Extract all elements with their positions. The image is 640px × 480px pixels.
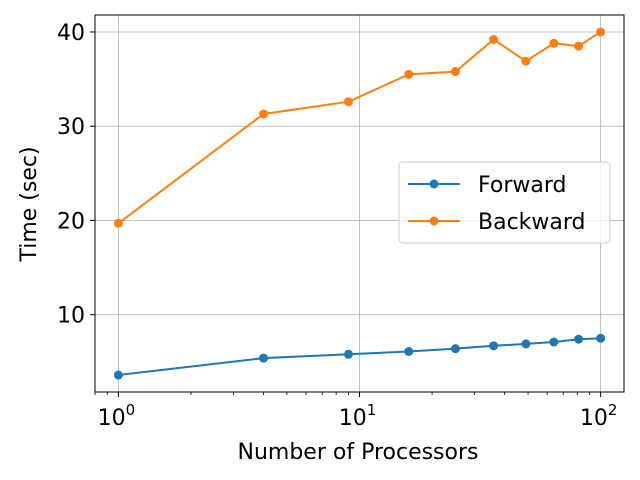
data-point xyxy=(343,349,353,359)
legend-item-forward: Forward xyxy=(408,173,566,198)
series-line xyxy=(118,337,601,376)
x-tick-label: 102 xyxy=(580,401,618,431)
legend-marker xyxy=(429,179,439,189)
legend-box xyxy=(398,161,611,244)
data-point xyxy=(596,333,606,343)
data-point xyxy=(549,38,559,48)
data-point xyxy=(489,35,499,45)
legend-item-backward: Backward xyxy=(408,210,586,235)
legend-marker xyxy=(429,216,439,226)
data-point xyxy=(113,370,123,380)
legend-label: Backward xyxy=(478,210,586,235)
series-forward xyxy=(113,333,606,380)
data-point xyxy=(549,337,559,347)
data-point xyxy=(259,353,269,363)
series-group xyxy=(113,27,606,380)
data-point xyxy=(489,341,499,351)
data-point xyxy=(521,339,531,349)
y-axis-label: Time (sec) xyxy=(17,146,42,262)
legend-label: Forward xyxy=(478,173,566,198)
data-point xyxy=(259,109,269,119)
y-tick-label: 40 xyxy=(57,21,85,46)
y-tick-label: 30 xyxy=(57,115,85,140)
axis-ticks: 100 101 102 10 20 30 40 xyxy=(57,21,617,431)
x-tick-label: 101 xyxy=(339,401,377,431)
y-tick-label: 10 xyxy=(57,304,85,329)
data-point xyxy=(113,218,123,228)
data-point xyxy=(574,41,584,51)
data-point xyxy=(404,346,414,356)
x-axis-label: Number of Processors xyxy=(238,440,479,465)
x-tick-label: 100 xyxy=(98,401,136,431)
data-point xyxy=(450,344,460,354)
data-point xyxy=(450,67,460,77)
data-point xyxy=(404,69,414,79)
legend: Forward Backward xyxy=(398,161,611,244)
series-backward xyxy=(113,27,606,228)
data-point xyxy=(343,97,353,107)
data-point xyxy=(521,56,531,66)
data-point xyxy=(596,27,606,37)
grid-lines xyxy=(95,15,624,392)
y-tick-label: 20 xyxy=(57,209,85,234)
data-point xyxy=(574,334,584,344)
series-line xyxy=(117,31,602,225)
